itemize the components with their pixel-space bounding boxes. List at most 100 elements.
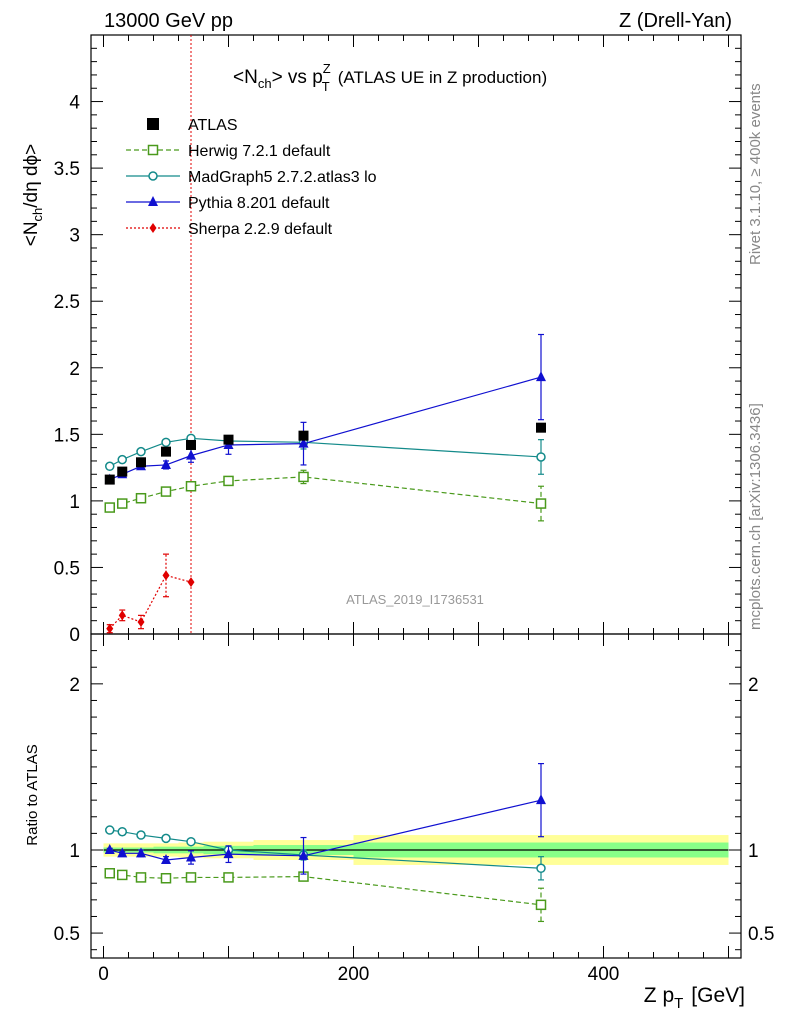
main-point-sherpa-2-2-9-default [118,610,126,621]
main-y-tick-label: 2 [69,359,80,380]
main-y-tick-label: 4 [69,93,80,114]
main-point-herwig-7-2-1-default [117,498,128,509]
ratio-point-pythia-8-201-default [104,844,115,854]
x-label-main: Z p [644,984,674,1007]
ratio-y-tick-label-right: 0.5 [748,924,774,945]
plot-title-suffix: (ATLAS UE in Z production) [338,68,547,87]
legend-marker-atlas [147,118,159,130]
legend: ATLAS Herwig 7.2.1 default MadGraph5 2.7.2… [126,117,377,238]
ratio-point-herwig-7-2-1-default [117,869,128,881]
mcplots-label: mcplots.cern.ch [arXiv:1306.3436] [747,403,764,630]
ratio-bands-layer [103,835,729,865]
main-point-sherpa-2-2-9-default [106,623,114,634]
ratio-point-madgraph5-2-7-2-atlas3-lo [105,825,115,835]
ratio-point-pythia-8-201-default [536,794,546,805]
main-y-tick-label: 1 [69,492,80,513]
header-left: 13000 GeV pp [104,10,233,32]
main-point-herwig-7-2-1-default [298,471,309,483]
x-tick-label: 200 [338,964,370,985]
legend-marker-pythia-8-201-default [148,196,158,206]
main-y-tick-label: 0.5 [54,558,80,579]
main-point-madgraph5-2-7-2-atlas3-lo [117,454,127,465]
ratio-line-pythia-8-201-default [109,799,542,861]
legend-label-atlas: ATLAS [188,117,238,134]
main-point-atlas [186,439,196,450]
main-point-madgraph5-2-7-2-atlas3-lo [161,437,171,448]
legend-label-herwig-7-2-1-default: Herwig 7.2.1 default [188,143,331,160]
main-point-madgraph5-2-7-2-atlas3-lo [136,446,146,457]
main-point-madgraph5-2-7-2-atlas3-lo [536,452,546,462]
x-axis-label: Z pT [GeV] [644,984,745,1012]
main-point-madgraph5-2-7-2-atlas3-lo [105,461,115,472]
ratio-point-herwig-7-2-1-default [185,872,197,883]
main-point-sherpa-2-2-9-default [162,570,170,581]
main-point-atlas [223,434,234,445]
ratio-point-pythia-8-201-default [136,847,146,858]
ratio-point-pythia-8-201-default [298,849,309,860]
main-point-pythia-8-201-default [161,458,171,469]
main-point-herwig-7-2-1-default [160,486,172,497]
ratio-y-tick-label-right: 2 [748,675,759,696]
main-point-herwig-7-2-1-default [535,498,547,509]
legend-label-sherpa-2-2-9-default: Sherpa 2.2.9 default [188,221,333,238]
x-label-sub: T [674,995,683,1012]
main-line-herwig-7-2-1-default [109,476,542,509]
ratio-point-herwig-7-2-1-default [135,872,147,883]
main-y-tick-label: 0 [69,625,80,646]
plot-title-prefix: <N [233,67,258,88]
plot-title-sub1: ch [258,76,272,91]
main-y-tick-label: 2.5 [54,292,80,313]
ratio-y-tick-label: 1 [69,841,80,862]
legend-label-madgraph5-2-7-2-atlas3-lo: MadGraph5 2.7.2.atlas3 lo [188,169,377,186]
ratio-point-herwig-7-2-1-default [535,899,547,911]
main-ylabel-a: <N [21,221,42,246]
plot-title-mid: > vs p [272,67,323,88]
ratio-point-madgraph5-2-7-2-atlas3-lo [536,863,546,874]
main-point-herwig-7-2-1-default [185,480,197,492]
main-point-herwig-7-2-1-default [223,475,234,487]
legend-marker-sherpa-2-2-9-default [149,223,157,233]
ratio-point-herwig-7-2-1-default [104,868,115,879]
ratio-y-tick-label: 2 [69,675,80,696]
ratio-point-herwig-7-2-1-default [223,872,234,883]
x-label-unit: [GeV] [691,984,745,1007]
main-point-atlas [298,430,309,441]
main-ylabel: <Nch/dη dϕ> [21,144,45,247]
ratio-y-tick-label: 0.5 [54,924,80,945]
main-y-tick-label: 3.5 [54,159,80,180]
ratio-point-pythia-8-201-default [223,848,234,859]
plot-title-sub2: T [322,79,330,94]
ratio-point-madgraph5-2-7-2-atlas3-lo [117,826,127,837]
main-y-tick-label: 1.5 [54,425,80,446]
main-point-atlas [536,422,546,433]
ratio-point-pythia-8-201-default [117,847,128,858]
main-y-tick-label: 3 [69,226,80,247]
main-point-atlas [161,446,171,457]
main-point-sherpa-2-2-9-default [187,577,195,588]
ratio-y-tick-label-right: 1 [748,841,759,862]
main-point-pythia-8-201-default [186,449,196,460]
ratio-point-herwig-7-2-1-default [160,872,172,884]
ratio-point-pythia-8-201-default [161,853,171,864]
main-line-pythia-8-201-default [109,376,542,481]
main-ylabel-b: /dη dϕ> [21,144,42,208]
rivet-label: Rivet 3.1.10, ≥ 400k events [747,83,764,265]
main-ylabel-sub: ch [30,208,45,222]
main-point-atlas [104,474,115,485]
ratio-ylabel: Ratio to ATLAS [24,744,41,845]
ratio-point-madgraph5-2-7-2-atlas3-lo [186,836,196,847]
axes-layer: 0 200 400 0 0.5 1 1.5 2 2.5 3 3.5 4 0.5 0.5 1 1 2 2 [54,34,774,985]
legend-marker-herwig-7-2-1-default [147,144,159,156]
ratio-line-herwig-7-2-1-default [109,872,542,906]
main-point-pythia-8-201-default [298,437,309,448]
x-tick-label: 400 [588,964,620,985]
ratio-point-madgraph5-2-7-2-atlas3-lo [161,833,171,844]
main-point-pythia-8-201-default [536,371,546,382]
plot-title-sup: Z [323,61,331,76]
main-line-sherpa-2-2-9-default [109,574,192,630]
main-point-atlas [117,466,128,477]
data-layer [104,333,547,923]
main-point-sherpa-2-2-9-default [137,617,145,628]
